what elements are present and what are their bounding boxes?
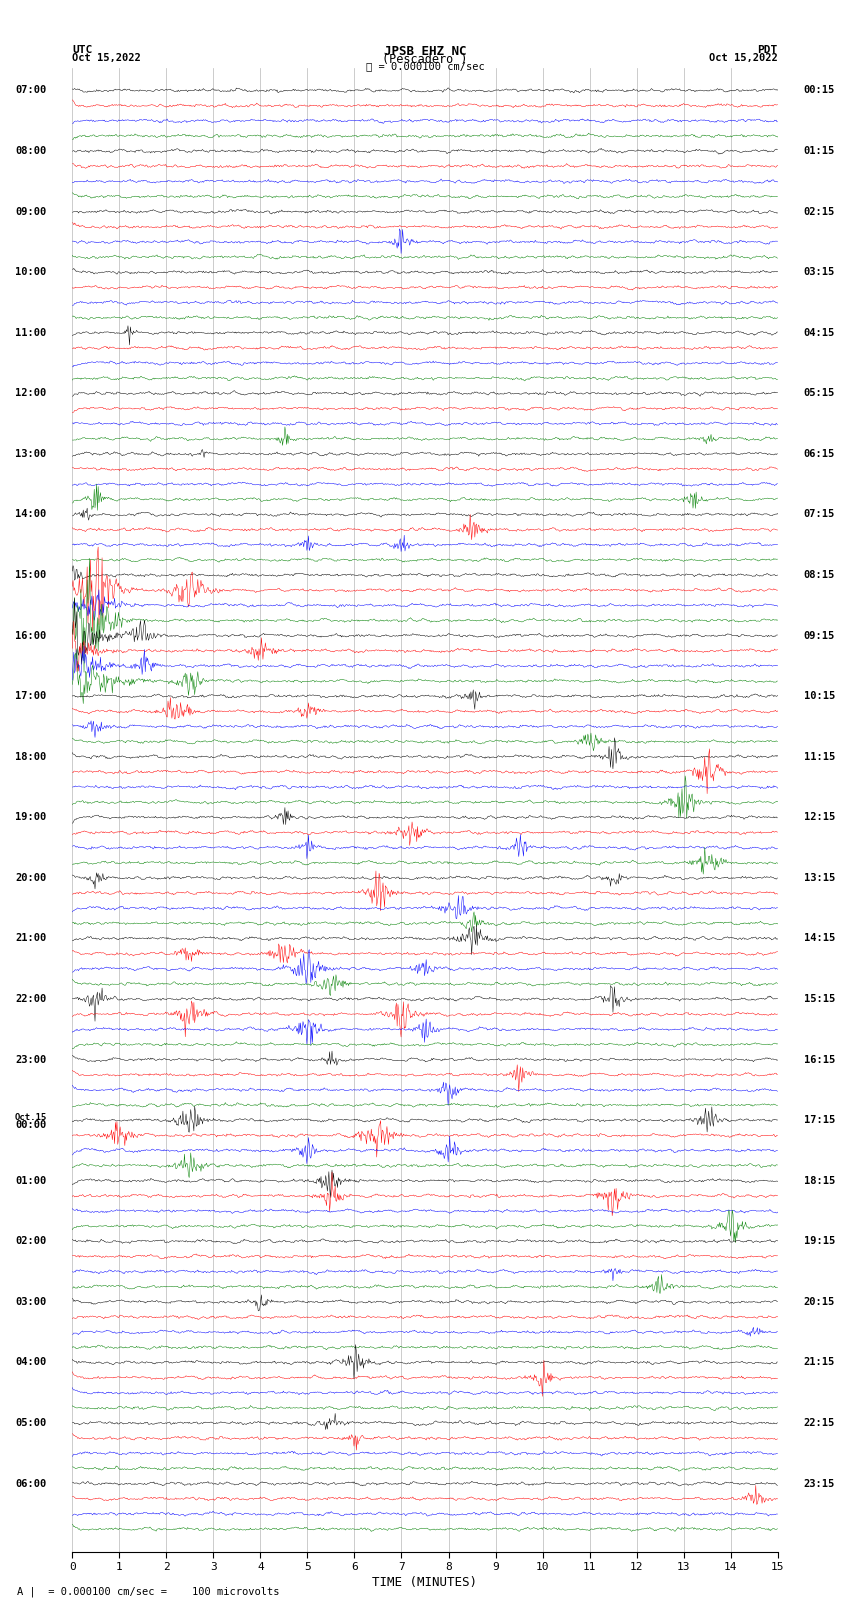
Text: 14:15: 14:15 xyxy=(803,934,835,944)
Text: 23:00: 23:00 xyxy=(15,1055,47,1065)
Text: Oct 15,2022: Oct 15,2022 xyxy=(72,53,141,63)
Text: 01:00: 01:00 xyxy=(15,1176,47,1186)
Text: 16:15: 16:15 xyxy=(803,1055,835,1065)
Text: 21:00: 21:00 xyxy=(15,934,47,944)
Text: 11:15: 11:15 xyxy=(803,752,835,761)
Text: UTC: UTC xyxy=(72,45,93,55)
Text: 19:00: 19:00 xyxy=(15,813,47,823)
Text: 15:00: 15:00 xyxy=(15,569,47,581)
Text: A |  = 0.000100 cm/sec =    100 microvolts: A | = 0.000100 cm/sec = 100 microvolts xyxy=(17,1586,280,1597)
Text: 18:00: 18:00 xyxy=(15,752,47,761)
Text: 18:15: 18:15 xyxy=(803,1176,835,1186)
Text: 12:00: 12:00 xyxy=(15,389,47,398)
Text: 07:15: 07:15 xyxy=(803,510,835,519)
Text: 08:00: 08:00 xyxy=(15,147,47,156)
Text: 02:15: 02:15 xyxy=(803,206,835,216)
Text: 13:15: 13:15 xyxy=(803,873,835,882)
Text: 13:00: 13:00 xyxy=(15,448,47,458)
Text: 22:15: 22:15 xyxy=(803,1418,835,1428)
Text: 01:15: 01:15 xyxy=(803,147,835,156)
Text: Oct 15,2022: Oct 15,2022 xyxy=(709,53,778,63)
Text: ⏐ = 0.000100 cm/sec: ⏐ = 0.000100 cm/sec xyxy=(366,61,484,71)
Text: 12:15: 12:15 xyxy=(803,813,835,823)
Text: Oct.15: Oct.15 xyxy=(14,1113,47,1123)
Text: 03:00: 03:00 xyxy=(15,1297,47,1307)
Text: 10:15: 10:15 xyxy=(803,690,835,702)
Text: 22:00: 22:00 xyxy=(15,994,47,1003)
Text: 06:15: 06:15 xyxy=(803,448,835,458)
Text: 03:15: 03:15 xyxy=(803,268,835,277)
Text: 02:00: 02:00 xyxy=(15,1236,47,1247)
Text: (Pescadero ): (Pescadero ) xyxy=(382,53,468,66)
Text: 07:00: 07:00 xyxy=(15,85,47,95)
Text: 00:15: 00:15 xyxy=(803,85,835,95)
Text: 05:15: 05:15 xyxy=(803,389,835,398)
Text: 11:00: 11:00 xyxy=(15,327,47,337)
Text: 20:15: 20:15 xyxy=(803,1297,835,1307)
Text: 17:00: 17:00 xyxy=(15,690,47,702)
Text: PDT: PDT xyxy=(757,45,778,55)
Text: 20:00: 20:00 xyxy=(15,873,47,882)
Text: 04:15: 04:15 xyxy=(803,327,835,337)
Text: 17:15: 17:15 xyxy=(803,1115,835,1126)
Text: 08:15: 08:15 xyxy=(803,569,835,581)
Text: 10:00: 10:00 xyxy=(15,268,47,277)
Text: 15:15: 15:15 xyxy=(803,994,835,1003)
Text: 14:00: 14:00 xyxy=(15,510,47,519)
Text: 09:15: 09:15 xyxy=(803,631,835,640)
Text: 04:00: 04:00 xyxy=(15,1358,47,1368)
Text: 23:15: 23:15 xyxy=(803,1479,835,1489)
Text: 21:15: 21:15 xyxy=(803,1358,835,1368)
Text: JPSB EHZ NC: JPSB EHZ NC xyxy=(383,45,467,58)
Text: 19:15: 19:15 xyxy=(803,1236,835,1247)
Text: 09:00: 09:00 xyxy=(15,206,47,216)
Text: 05:00: 05:00 xyxy=(15,1418,47,1428)
Text: 00:00: 00:00 xyxy=(15,1119,47,1129)
Text: 06:00: 06:00 xyxy=(15,1479,47,1489)
Text: 16:00: 16:00 xyxy=(15,631,47,640)
X-axis label: TIME (MINUTES): TIME (MINUTES) xyxy=(372,1576,478,1589)
